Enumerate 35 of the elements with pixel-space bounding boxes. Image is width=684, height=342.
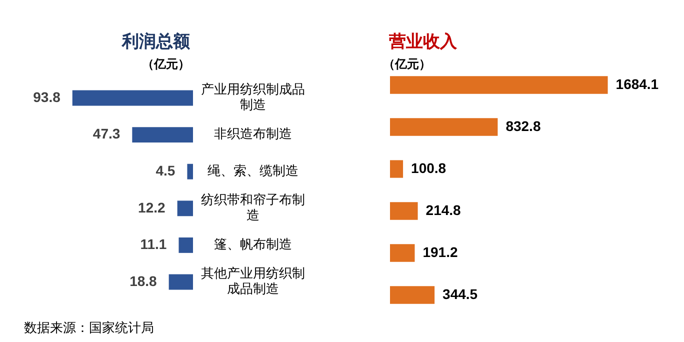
chart-title: 利润总额	[122, 31, 190, 53]
bar	[168, 274, 193, 290]
bar	[390, 202, 418, 220]
chart-subtitle: （亿元）	[142, 56, 190, 73]
data-label: 47.3	[92, 126, 120, 142]
chart-title: 营业收入	[389, 31, 457, 53]
data-label: 12.2	[138, 199, 166, 216]
bar	[390, 244, 415, 262]
data-label: 11.1	[140, 236, 167, 252]
bar	[132, 127, 193, 143]
data-label: 344.5	[442, 286, 478, 302]
bar	[178, 237, 193, 253]
data-label: 93.8	[33, 88, 61, 105]
bar	[72, 90, 193, 106]
data-label: 100.8	[411, 160, 446, 176]
bar	[390, 286, 435, 304]
data-label: 18.8	[130, 272, 158, 289]
source-note: 数据来源：国家统计局	[24, 320, 154, 337]
y-tick-label: 篷、帆布制造	[214, 238, 292, 253]
bar	[390, 160, 404, 178]
y-tick-label: 绳、索、缆制造	[208, 164, 298, 179]
data-label: 1684.1	[616, 76, 659, 92]
data-label: 4.5	[156, 162, 176, 178]
bar	[390, 76, 608, 94]
data-label: 191.2	[422, 244, 458, 260]
data-label: 832.8	[506, 118, 541, 134]
y-tick-label: 其他产业用纺织制成品制造	[201, 266, 305, 298]
y-tick-label: 非织造布制造	[214, 127, 292, 142]
data-label: 214.8	[426, 202, 462, 218]
chart-subtitle: （亿元）	[383, 56, 431, 73]
y-tick-label: 产业用纺织制成品制造	[201, 82, 305, 114]
bar	[177, 200, 193, 216]
bar	[390, 118, 498, 136]
bar	[187, 164, 193, 180]
y-tick-label: 纺织带和帘子布制造	[201, 192, 305, 224]
